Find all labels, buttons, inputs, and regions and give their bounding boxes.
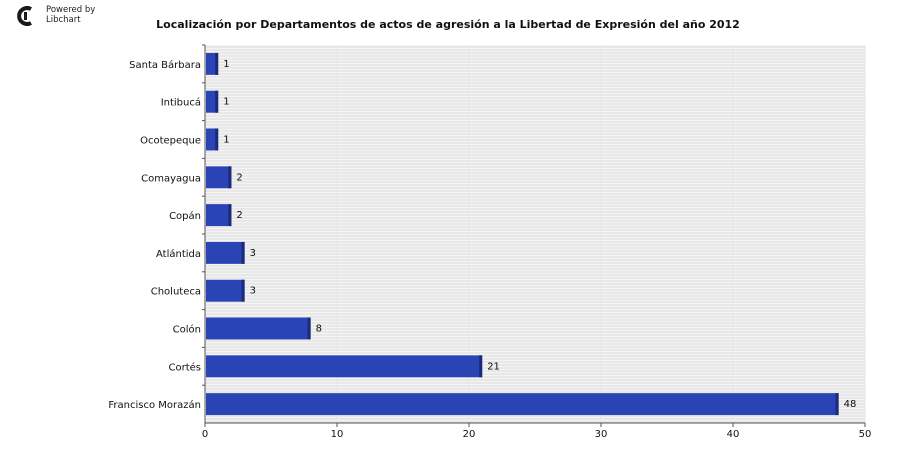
brand-line-2: Libchart [46, 14, 81, 25]
bar-edge [241, 279, 245, 302]
data-label: 48 [844, 399, 857, 410]
category-label: Colón [173, 324, 201, 336]
bar [206, 279, 245, 302]
bar-edge [241, 241, 245, 264]
category-label: Cortés [169, 361, 202, 373]
bar-edge [835, 393, 839, 416]
bar [206, 52, 219, 75]
data-label: 21 [487, 361, 500, 372]
category-label: Ocotepeque [140, 136, 201, 147]
bar [206, 355, 483, 378]
bar [206, 90, 219, 113]
x-tick-label: 0 [202, 429, 208, 440]
brand-line-1: Powered by [46, 5, 96, 15]
chart-title: Localización por Departamentos de actos … [156, 18, 740, 31]
data-label: 8 [316, 324, 322, 335]
category-label: Copán [169, 210, 201, 222]
bar [206, 204, 232, 227]
bar [206, 128, 219, 151]
category-label: Comayagua [141, 173, 201, 184]
category-label: Francisco Morazán [108, 399, 201, 411]
data-label: 3 [250, 248, 256, 259]
bar-edge [228, 166, 232, 189]
bar [206, 393, 839, 416]
x-tick-label: 30 [595, 429, 608, 440]
brand-text: Powered by Libchart [46, 5, 116, 25]
x-tick-label: 50 [859, 429, 872, 440]
category-label: Intibucá [161, 97, 201, 109]
data-label: 1 [223, 97, 229, 108]
x-tick-label: 20 [463, 429, 476, 440]
libchart-logo-icon [17, 6, 32, 26]
bar [206, 166, 232, 189]
x-tick-label: 40 [727, 429, 740, 440]
data-label: 3 [250, 286, 256, 297]
category-label: Santa Bárbara [129, 59, 201, 71]
bar-edge [215, 52, 219, 75]
x-tick-label: 10 [331, 429, 344, 440]
data-label: 2 [236, 172, 242, 183]
bar-edge [228, 204, 232, 227]
data-label: 1 [223, 135, 229, 146]
bar-edge [307, 317, 311, 340]
bar [206, 317, 311, 340]
category-label: Choluteca [151, 287, 201, 298]
data-label: 2 [236, 210, 242, 221]
bar-edge [215, 128, 219, 151]
category-label: Atlántida [156, 248, 201, 260]
data-label: 1 [223, 59, 229, 70]
bar-edge [479, 355, 483, 378]
bar [206, 241, 245, 264]
bar-edge [215, 90, 219, 113]
brand-block: Powered by Libchart [17, 5, 95, 28]
